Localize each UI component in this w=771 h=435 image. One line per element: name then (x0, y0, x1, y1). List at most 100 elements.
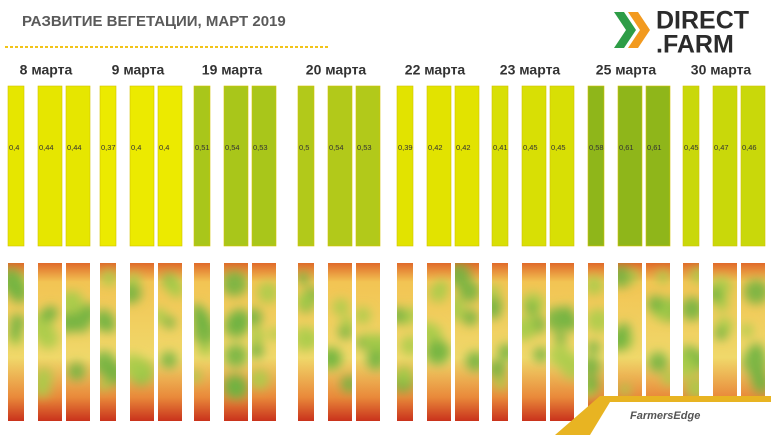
ndvi-strip (682, 85, 700, 247)
heat-blob (252, 342, 265, 359)
heat-blobs (683, 267, 699, 400)
ndvi-value: 0,5 (299, 143, 309, 152)
heat-blob (164, 276, 182, 294)
heat-blobs (38, 305, 59, 398)
heat-blob (533, 347, 546, 363)
title: РАЗВИТИЕ ВЕГЕТАЦИИ, МАРТ 2019 (22, 13, 286, 30)
ndvi-value: 0,54 (225, 143, 240, 152)
ndvi-strip (157, 85, 183, 247)
ndvi-value: 0,54 (329, 143, 344, 152)
ndvi-value: 0,39 (398, 143, 413, 152)
heat-blobs (100, 269, 116, 392)
heat-blob (298, 291, 314, 310)
ndvi-value: 0,53 (253, 143, 268, 152)
heat-blob (427, 321, 437, 341)
heat-blob (743, 279, 765, 305)
ndvi-value: 0,44 (39, 143, 54, 152)
heat-blob (9, 314, 24, 331)
ndvi-strip (129, 85, 155, 247)
heat-blob (224, 344, 248, 368)
footer-brand: FarmersEdge (630, 410, 700, 422)
heat-blob (493, 376, 508, 391)
heat-blob (560, 354, 574, 380)
heat-blobs (455, 263, 479, 372)
ndvi-strip (355, 85, 381, 247)
heat-strip (66, 263, 90, 421)
heat-blob (38, 327, 59, 349)
ndvi-strip (396, 85, 414, 247)
ndvi-value: 0,61 (647, 143, 662, 152)
heat-blob (130, 358, 154, 383)
heat-blob (197, 340, 210, 357)
heat-strip (328, 263, 352, 421)
heat-blob (648, 352, 669, 373)
ndvi-strip (587, 85, 605, 247)
heat-blobs (224, 270, 248, 400)
heat-blob (38, 367, 54, 386)
heat-blobs (158, 273, 182, 369)
heat-blob (226, 378, 248, 400)
heat-blob (102, 319, 116, 333)
logo-chevron (628, 12, 650, 48)
date-label: 22 марта (405, 62, 466, 78)
heat-blob (163, 316, 176, 329)
heat-blobs (130, 272, 154, 386)
columns: 8 марта 0,4 0,44 0,44 9 марта 0,37 0,4 0,4 19 ма… (7, 62, 766, 421)
heat-blob (39, 308, 53, 322)
heat-blob (525, 301, 538, 314)
heat-blob (462, 309, 479, 326)
heat-blob (67, 362, 86, 381)
ndvi-strip (617, 85, 643, 247)
ndvi-strip (521, 85, 547, 247)
heat-blobs (522, 292, 546, 363)
ndvi-value: 0,58 (589, 143, 604, 152)
heat-blob (742, 349, 765, 374)
heat-blob (362, 333, 377, 348)
ndvi-strip (712, 85, 738, 247)
heat-blob (684, 376, 699, 400)
heat-blob (224, 270, 248, 297)
date-label: 23 марта (500, 62, 561, 78)
heat-blob (257, 281, 276, 304)
ndvi-value: 0,37 (101, 143, 116, 152)
heat-blob (618, 265, 633, 288)
heat-blob (683, 297, 699, 321)
heat-blobs (492, 284, 508, 391)
heat-blob (554, 332, 567, 345)
ndvi-strip (223, 85, 249, 247)
heat-blobs (8, 268, 24, 347)
ndvi-strip (37, 85, 63, 247)
heat-blob (298, 271, 310, 285)
heat-blob (435, 279, 449, 294)
heat-blob (79, 303, 90, 322)
date-label: 25 марта (596, 62, 657, 78)
ndvi-value: 0,45 (684, 143, 699, 152)
heat-blob (356, 307, 371, 324)
heat-blob (268, 327, 276, 341)
ndvi-value: 0,53 (357, 143, 372, 152)
date-label: 9 марта (112, 62, 165, 78)
heat-blob (66, 291, 84, 314)
heat-blob (298, 326, 314, 351)
heat-blob (403, 306, 413, 323)
ndvi-value: 0,47 (714, 143, 729, 152)
heat-blobs (66, 291, 90, 381)
ndvi-strip (193, 85, 211, 247)
heat-blob (340, 375, 352, 393)
heat-blob (100, 378, 111, 392)
ndvi-value: 0,4 (159, 143, 169, 152)
ndvi-value: 0,4 (9, 143, 19, 152)
heat-blobs (647, 269, 670, 386)
heat-blob (397, 307, 407, 324)
heat-blob (465, 351, 479, 372)
heat-blob (661, 370, 670, 386)
heat-blob (332, 298, 350, 316)
heat-blob (328, 348, 342, 369)
heat-blob (8, 268, 24, 294)
heat-blob (427, 339, 451, 365)
ndvi-strip (65, 85, 91, 247)
heat-blobs (588, 275, 604, 398)
heat-blob (689, 267, 699, 284)
